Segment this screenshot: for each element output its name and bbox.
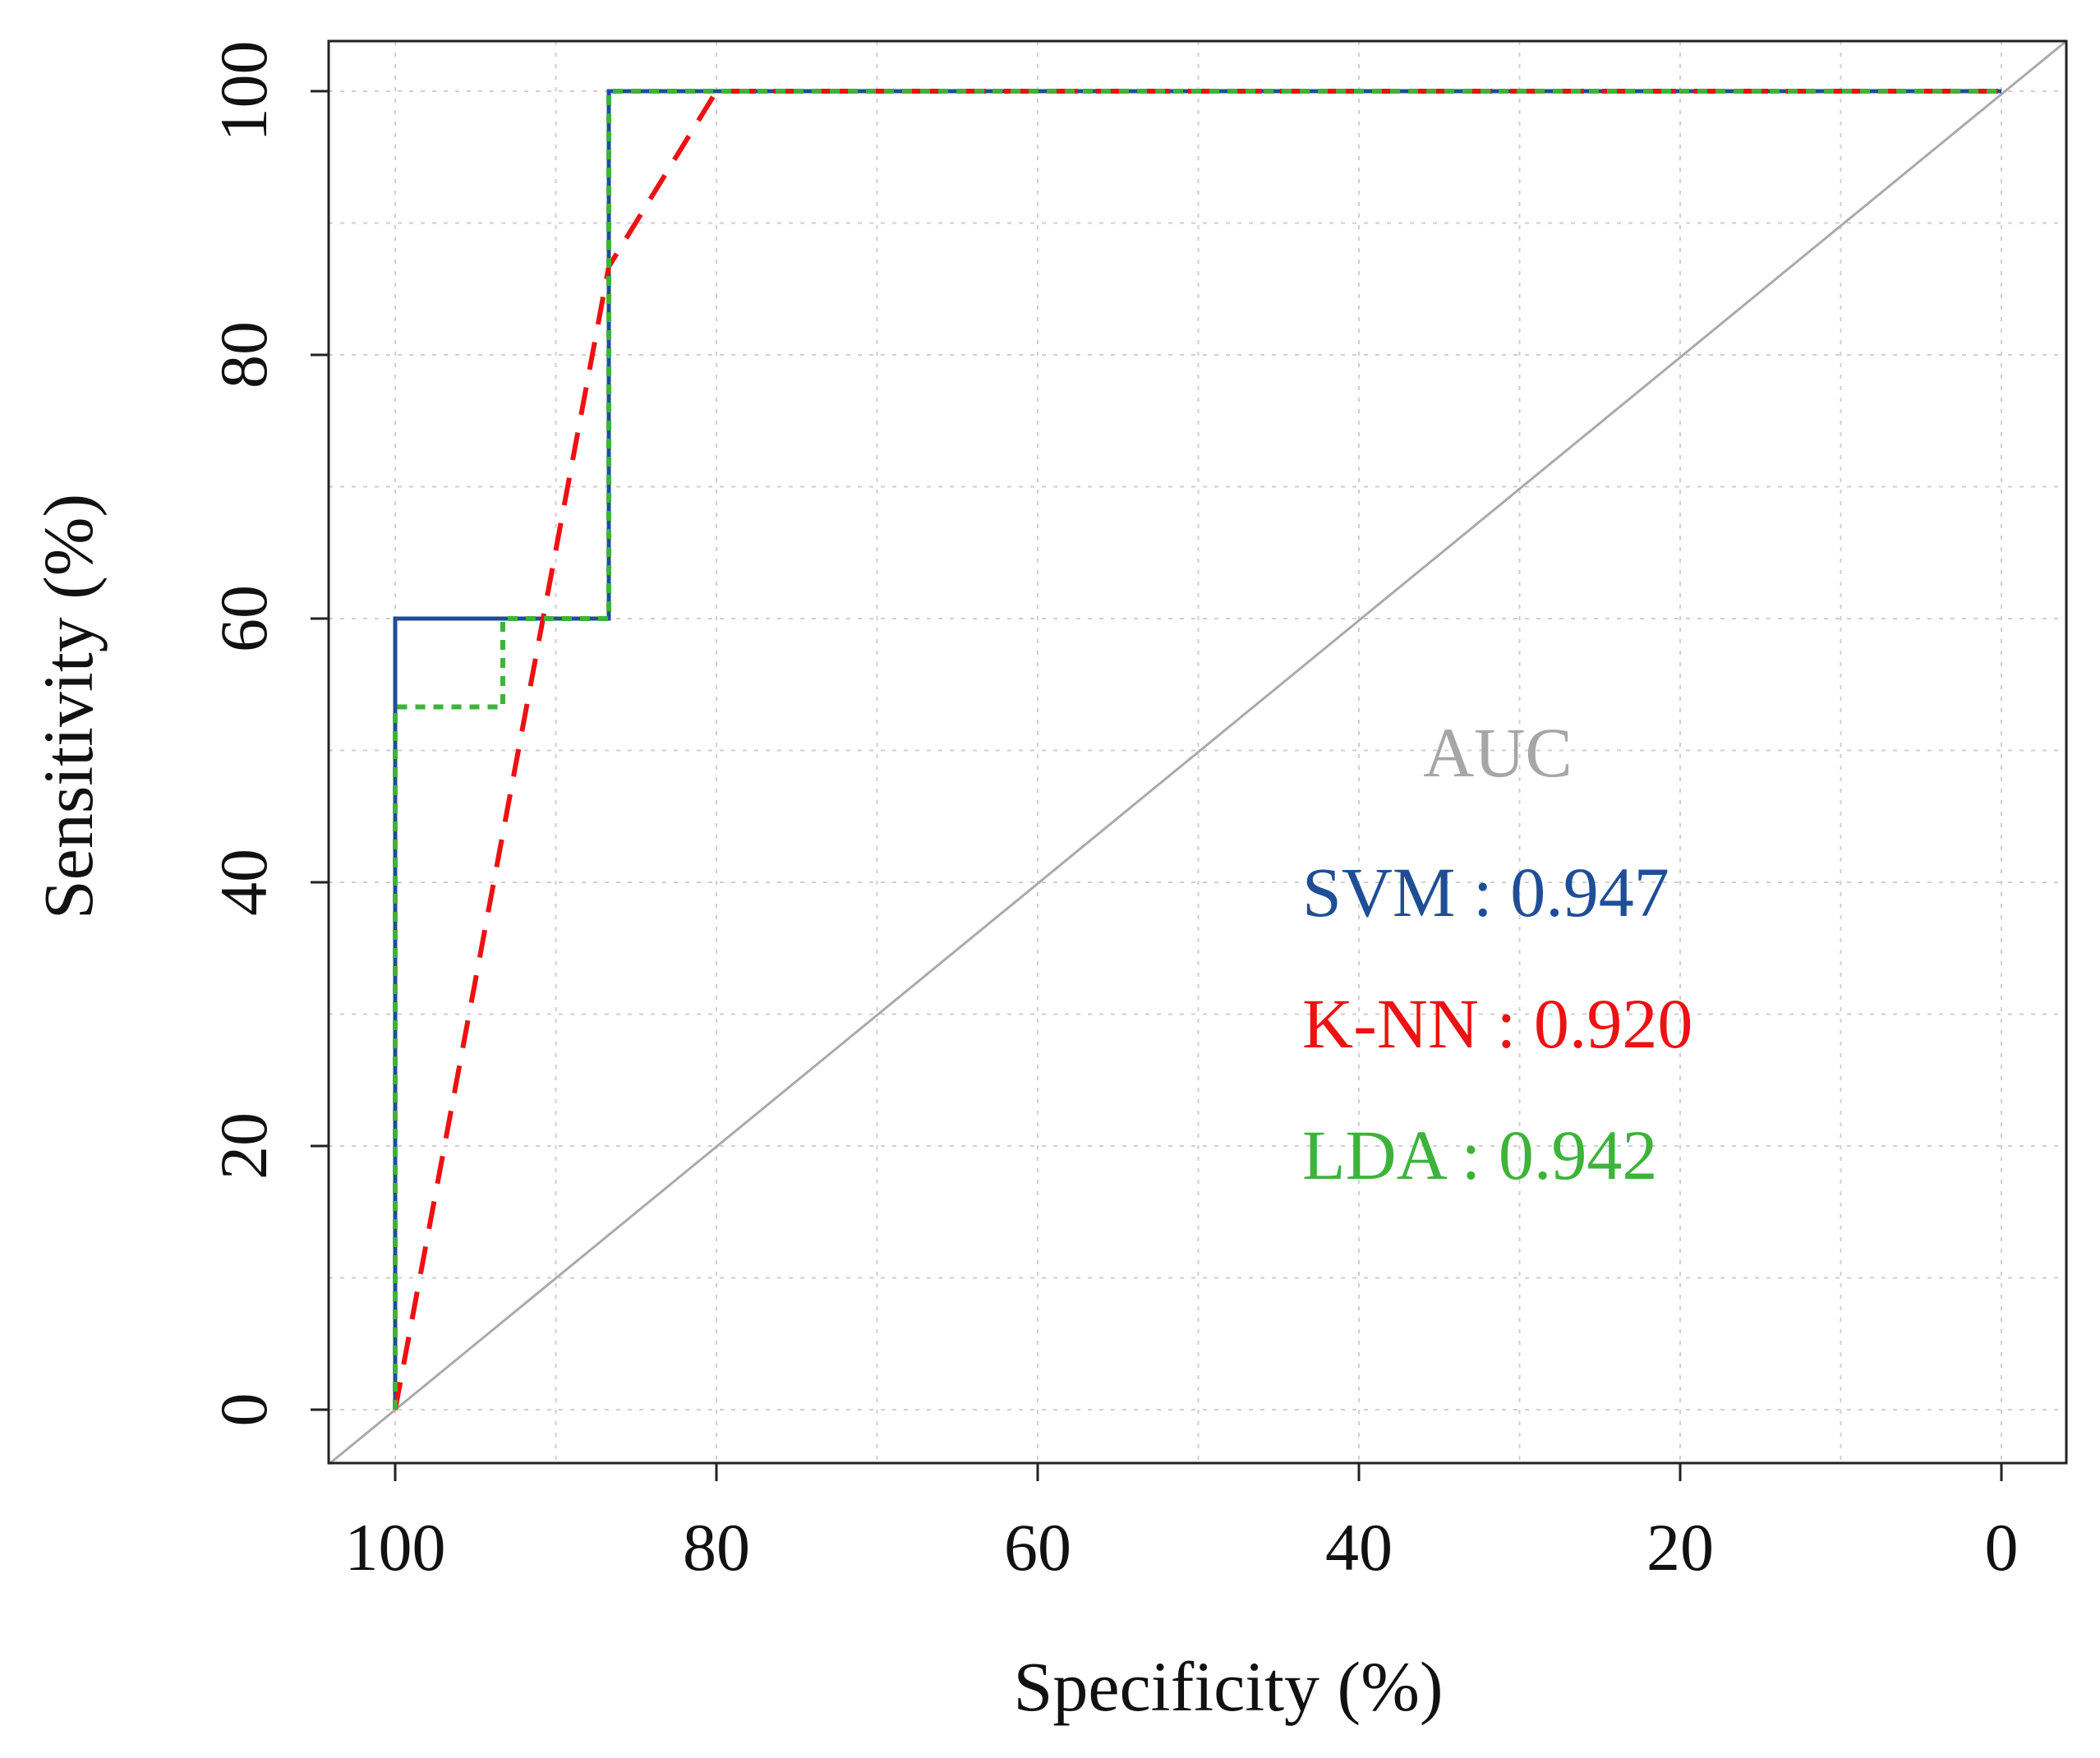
grid [329, 41, 2066, 1463]
x-tick-label: 0 [1985, 1510, 2019, 1585]
x-tick-label: 20 [1646, 1510, 1714, 1585]
x-tick-label: 60 [1004, 1510, 1071, 1585]
y-tick-label: 40 [206, 849, 281, 916]
x-tick-label: 100 [345, 1510, 446, 1585]
y-tick-label: 60 [206, 585, 281, 652]
axis-ticks: 100 80 60 40 20 0 0 20 40 60 80 100 [206, 41, 2019, 1585]
legend-entry-knn: K-NN : 0.920 [1302, 984, 1692, 1063]
y-tick-label: 100 [206, 41, 281, 142]
y-axis-label: Sensitivity (%) [29, 494, 108, 919]
x-axis-label: Specificity (%) [1014, 1647, 1444, 1726]
legend-title: AUC [1423, 713, 1573, 792]
y-tick-label: 20 [206, 1112, 281, 1180]
x-tick-label: 40 [1325, 1510, 1393, 1585]
roc-series [393, 89, 2001, 1411]
reference-diagonal-line [328, 39, 2067, 1466]
y-tick-label: 80 [206, 321, 281, 389]
legend: AUC SVM : 0.947 K-NN : 0.920 LDA : 0.942 [1302, 713, 1692, 1194]
legend-entry-svm: SVM : 0.947 [1302, 853, 1669, 932]
plot-frame [327, 39, 2068, 1465]
x-tick-label: 80 [683, 1510, 750, 1585]
legend-entry-lda: LDA : 0.942 [1302, 1116, 1657, 1194]
series-line-k-nn [393, 89, 2001, 1411]
y-tick-label: 0 [206, 1393, 281, 1427]
